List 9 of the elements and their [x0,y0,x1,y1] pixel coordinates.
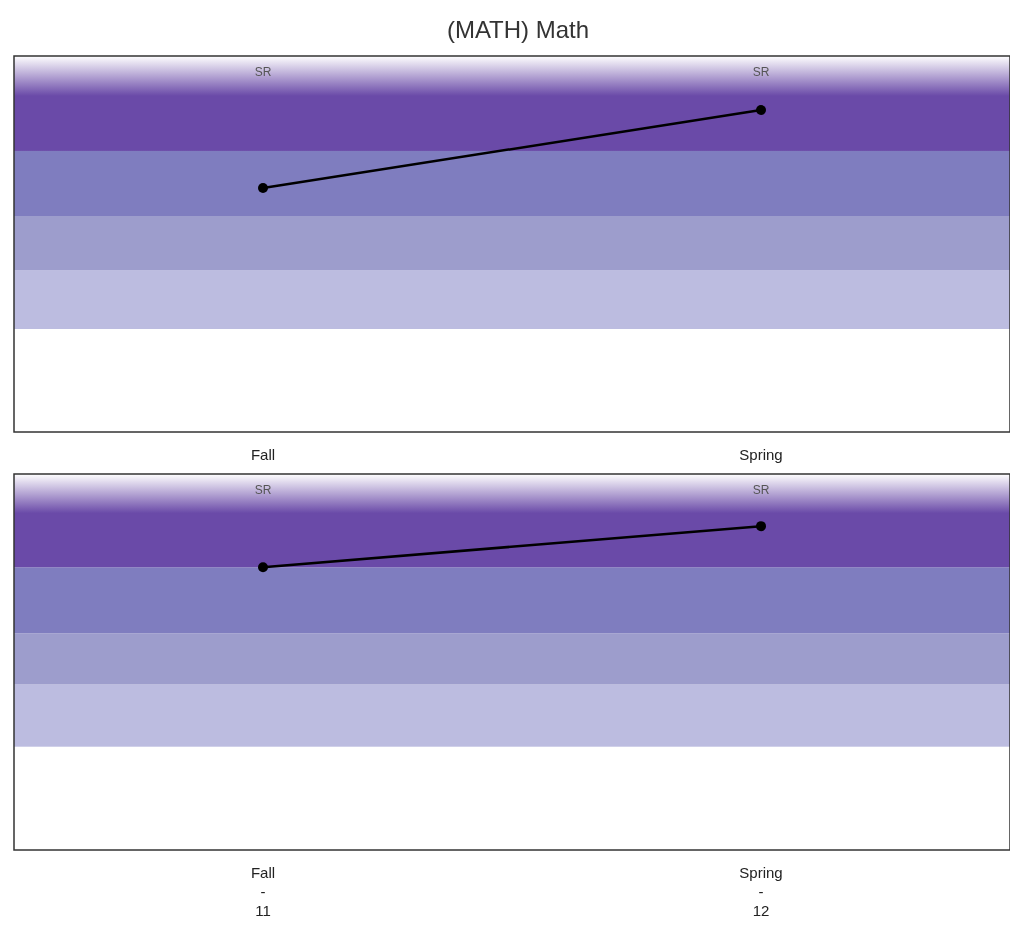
text: SR [752,483,770,497]
text: SR [254,483,272,497]
chart-title: (MATH) Math [446,16,590,43]
x-tick-label: Spring [739,446,783,463]
x-tick-label: Spring - 12 [739,864,783,919]
text: SR [752,65,770,79]
x-tick-label: Fall [250,446,276,463]
x-tick-label: Fall - 11 [250,864,276,919]
text: SR [254,65,272,79]
